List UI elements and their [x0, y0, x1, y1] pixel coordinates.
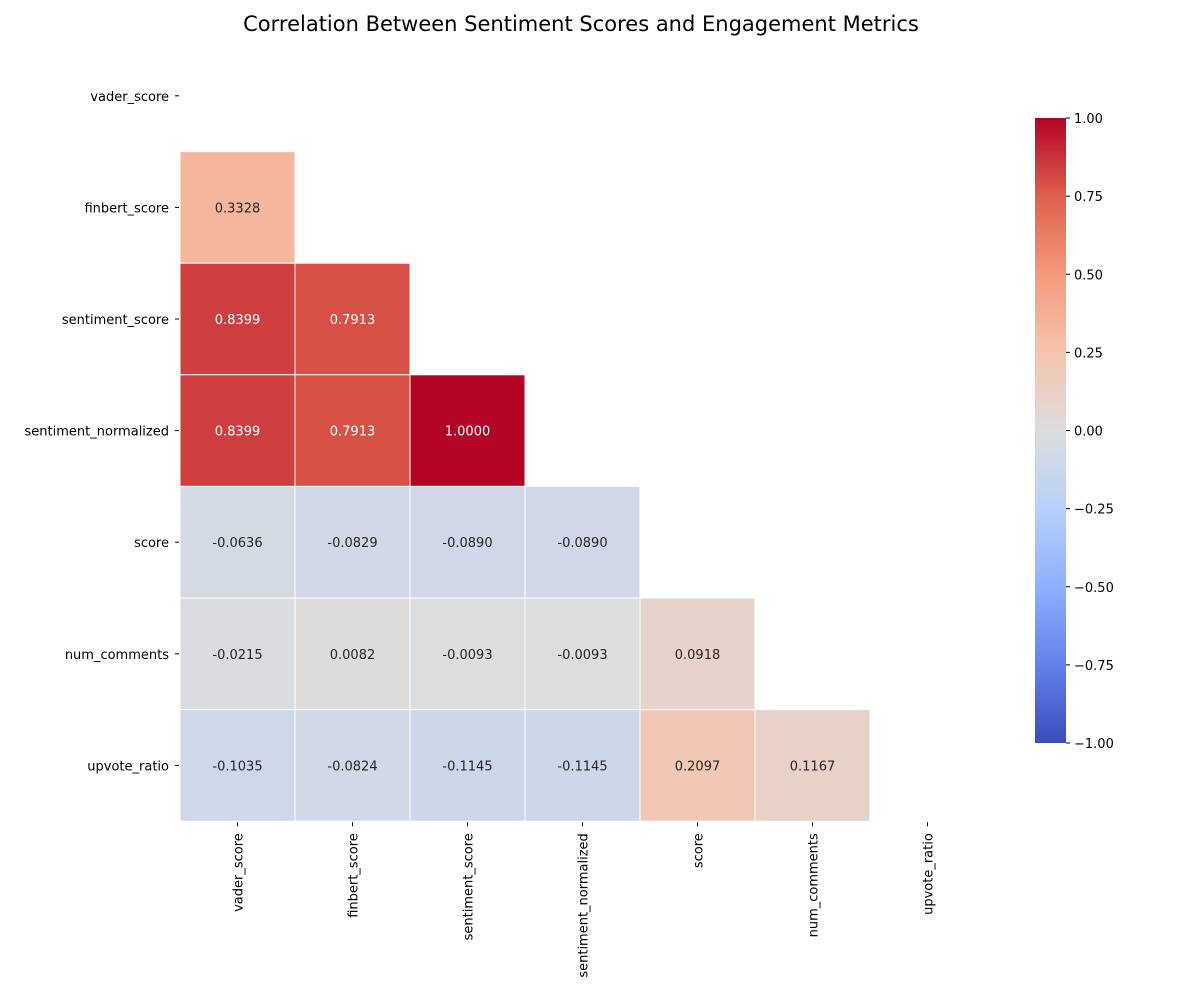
heatmap-cell	[409, 374, 526, 487]
heatmap-cell	[524, 597, 641, 711]
column-tick-label: num_comments	[807, 833, 822, 937]
heatmap-cell	[754, 709, 871, 822]
cell-value-label: 0.0082	[330, 648, 376, 663]
column-tick-label: finbert_score	[347, 833, 362, 918]
row-tick-label: sentiment_score	[62, 313, 169, 328]
colorbar-tick-label: 0.75	[1074, 190, 1103, 205]
heatmap-cell	[639, 709, 756, 822]
heatmap-cell	[294, 709, 411, 822]
cell-value-label: -0.1035	[212, 759, 262, 774]
row-tick-label: score	[134, 536, 169, 551]
cell-value-label: -0.0829	[327, 536, 377, 551]
colorbar-tick-label: −0.75	[1074, 659, 1114, 674]
cell-value-label: 0.8399	[215, 313, 261, 328]
column-tick-label: vader_score	[232, 833, 247, 912]
heatmap-cell	[294, 597, 411, 711]
cell-value-label: -0.1145	[442, 759, 492, 774]
cell-value-label: -0.0890	[557, 536, 607, 551]
cell-value-label: -0.0093	[557, 648, 607, 663]
colorbar-tick-label: −0.25	[1074, 503, 1114, 518]
heatmap-cell	[179, 151, 296, 264]
cell-value-label: 0.0918	[675, 648, 721, 663]
heatmap-cell	[639, 597, 756, 711]
row-tick-label: finbert_score	[84, 201, 169, 216]
colorbar: 1.00 0.75 0.50 0.25 0.00 −0.25 −0.50 −0.75 −1.00	[1035, 112, 1114, 752]
colorbar-tick-label: −0.50	[1074, 581, 1114, 596]
row-tick-label: upvote_ratio	[87, 759, 169, 774]
colorbar-tick-label: 0.50	[1074, 268, 1103, 283]
column-tick-label: sentiment_score	[462, 833, 477, 940]
cell-value-label: 0.7913	[330, 313, 376, 328]
heatmap-cell	[409, 709, 526, 822]
cell-value-label: -0.1145	[557, 759, 607, 774]
colorbar-tick-label: 0.00	[1074, 425, 1103, 440]
heatmap-cell	[409, 597, 526, 711]
cell-value-label: -0.0824	[327, 759, 377, 774]
heatmap-cell	[409, 485, 526, 599]
cell-value-label: 0.3328	[215, 201, 261, 216]
colorbar-tick-label: −1.00	[1074, 737, 1114, 752]
heatmap-cell	[524, 709, 641, 822]
row-tick-label: num_comments	[65, 648, 169, 663]
column-tick-label: sentiment_normalized	[577, 833, 592, 977]
cell-value-label: 0.7913	[330, 425, 376, 440]
heatmap-cell	[179, 709, 296, 822]
heatmap-cell	[294, 485, 411, 599]
column-tick-label: score	[692, 833, 707, 868]
row-tick-label: sentiment_normalized	[25, 425, 169, 440]
cell-value-label: 0.1167	[790, 759, 836, 774]
colorbar-tick-label: 1.00	[1074, 112, 1103, 127]
heatmap-cell	[294, 262, 411, 376]
cell-value-label: -0.0890	[442, 536, 492, 551]
cell-value-label: 0.8399	[215, 425, 261, 440]
row-tick-label: vader_score	[90, 90, 169, 105]
heatmap-cell	[179, 485, 296, 599]
colorbar-tick-label: 0.25	[1074, 346, 1103, 361]
heatmap-cells: 0.3328 0.8399 0.7913 0.8399 0.7913 1.0000 -0.0…	[179, 151, 871, 822]
heatmap-cell	[179, 597, 296, 711]
column-tick-labels: vader_score finbert_score sentiment_score s…	[232, 822, 937, 978]
cell-value-label: 0.2097	[675, 759, 721, 774]
colorbar-gradient	[1035, 118, 1066, 743]
cell-value-label: -0.0636	[212, 536, 262, 551]
row-tick-labels: vader_score finbert_score sentiment_scores…	[25, 90, 179, 774]
chart-title: Correlation Between Sentiment Scores and…	[243, 12, 919, 36]
heatmap-cell	[524, 485, 641, 599]
column-tick-label: upvote_ratio	[922, 833, 937, 915]
cell-value-label: -0.0093	[442, 648, 492, 663]
cell-value-label: 1.0000	[445, 425, 491, 440]
cell-value-label: -0.0215	[212, 648, 262, 663]
